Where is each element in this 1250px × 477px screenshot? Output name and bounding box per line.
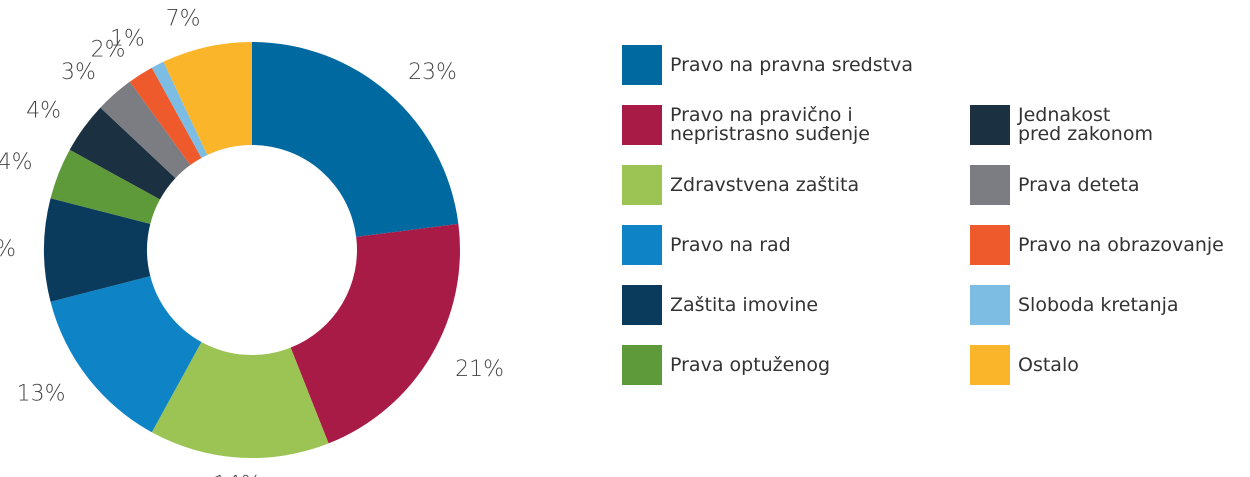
legend-label: Pravo na pravično i nepristrasno suđenje xyxy=(670,104,870,145)
legend-item: Jednakost pred zakonom xyxy=(970,105,1153,145)
donut-slice xyxy=(163,42,252,155)
donut-slice xyxy=(252,42,459,237)
legend-swatch xyxy=(970,165,1010,205)
legend-swatch xyxy=(622,45,662,85)
legend-swatch xyxy=(622,165,662,205)
legend-swatch xyxy=(622,225,662,265)
legend-label: Zaštita imovine xyxy=(670,293,819,316)
donut-slice xyxy=(151,61,208,158)
chart: 23%21%14%13%8%4%4%3%2%1%7% xyxy=(0,7,504,477)
data-label: 1% xyxy=(110,27,145,52)
donut-slice xyxy=(151,342,329,459)
donut-slice xyxy=(129,67,202,166)
legend-item: Prava deteta xyxy=(970,165,1140,205)
donut-slice xyxy=(290,223,460,444)
legend-item: Pravo na pravično i nepristrasno suđenje xyxy=(622,105,870,145)
legend-item: Zaštita imovine xyxy=(622,285,818,325)
donut-slice xyxy=(100,81,191,179)
legend-label: Pravo na pravna sredstva xyxy=(670,53,913,76)
data-label: 3% xyxy=(61,60,96,85)
legend-swatch xyxy=(970,105,1010,145)
legend-swatch xyxy=(622,285,662,325)
legend-swatch xyxy=(622,345,662,385)
legend-label: Pravo na obrazovanje xyxy=(1018,233,1224,256)
legend-label: Prava deteta xyxy=(1018,173,1140,196)
data-label: 8% xyxy=(0,237,16,262)
legend-swatch xyxy=(970,345,1010,385)
donut-slice xyxy=(43,198,151,302)
donut-slice xyxy=(50,149,160,224)
data-label: 2% xyxy=(91,38,126,63)
legend-label: Ostalo xyxy=(1018,353,1079,376)
legend-label: Sloboda kretanja xyxy=(1018,293,1179,316)
data-label: 4% xyxy=(26,98,61,123)
donut-slice xyxy=(69,107,176,200)
legend-label: Prava optuženog xyxy=(670,353,831,376)
legend-item: Zdravstvena zaštita xyxy=(622,165,859,205)
legend-item: Ostalo xyxy=(970,345,1079,385)
legend-item: Prava optuženog xyxy=(622,345,830,385)
data-label: 4% xyxy=(0,150,33,175)
data-label: 23% xyxy=(408,60,457,85)
legend-item: Pravo na pravna sredstva xyxy=(622,45,913,85)
legend-item: Pravo na obrazovanje xyxy=(970,225,1224,265)
legend-label: Zdravstvena zaštita xyxy=(670,173,860,196)
data-label: 21% xyxy=(455,357,504,382)
donut-slice xyxy=(50,276,202,433)
data-label: 14% xyxy=(213,473,262,477)
data-label: 7% xyxy=(166,7,201,32)
legend-swatch xyxy=(970,225,1010,265)
legend-label: Jednakost pred zakonom xyxy=(1018,104,1153,145)
legend-item: Sloboda kretanja xyxy=(970,285,1179,325)
legend-item: Pravo na rad xyxy=(622,225,791,265)
data-label: 13% xyxy=(17,382,66,407)
legend-label: Pravo na rad xyxy=(670,233,791,256)
legend-swatch xyxy=(970,285,1010,325)
legend-swatch xyxy=(622,105,662,145)
